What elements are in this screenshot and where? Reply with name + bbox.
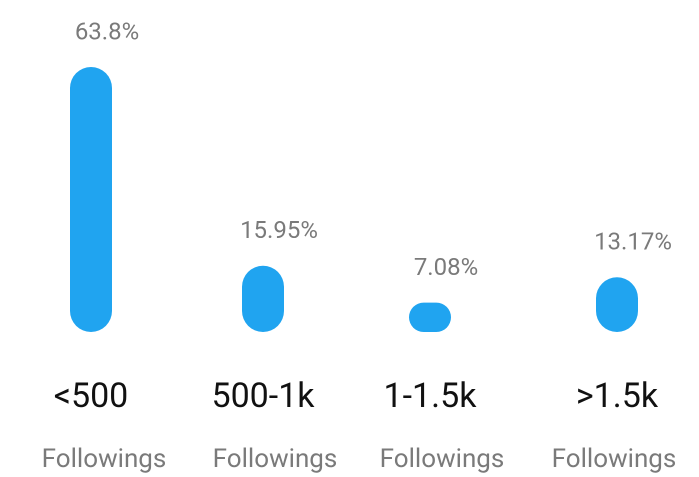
category-label: 1-1.5k — [384, 376, 478, 416]
category-sublabel: Followings — [42, 444, 167, 474]
category-label: <500 — [54, 376, 129, 416]
category-sublabel: Followings — [213, 444, 338, 474]
value-label: 63.8% — [75, 17, 139, 45]
value-label: 13.17% — [594, 228, 672, 256]
category-label: >1.5k — [576, 376, 659, 416]
bar — [409, 302, 451, 332]
value-label: 15.95% — [240, 216, 318, 244]
category-sublabel: Followings — [380, 444, 505, 474]
bar — [242, 265, 284, 332]
value-label: 7.08% — [414, 253, 478, 281]
bar — [596, 277, 638, 332]
bar — [70, 67, 112, 332]
category-sublabel: Followings — [552, 444, 677, 474]
category-label: 500-1k — [211, 376, 315, 416]
